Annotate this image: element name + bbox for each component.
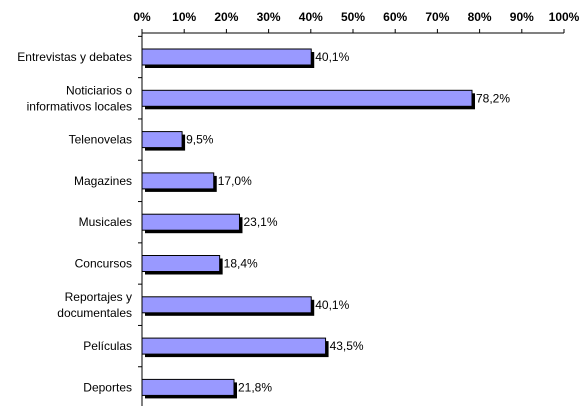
x-tick-label: 60% — [383, 10, 407, 24]
bar — [141, 378, 235, 396]
x-tick-label: 100% — [549, 10, 580, 24]
bar — [141, 213, 240, 231]
x-tick-label: 20% — [214, 10, 238, 24]
category-label-line: Concursos — [75, 257, 132, 271]
category-label: Deportes — [83, 380, 132, 394]
x-tick-label: 70% — [425, 10, 449, 24]
bars-layer — [141, 48, 476, 399]
bar — [141, 89, 473, 107]
category-label-line: Telenovelas — [69, 133, 132, 147]
category-label-line: Reportajes y — [65, 290, 132, 304]
bar — [141, 296, 312, 314]
data-label: 40,1% — [315, 298, 349, 312]
category-label-line: Películas — [83, 339, 132, 353]
data-label: 17,0% — [218, 174, 252, 188]
bar — [141, 131, 183, 149]
category-label: Musicales — [79, 215, 132, 229]
category-label: Telenovelas — [69, 133, 132, 147]
data-label: 78,2% — [476, 91, 510, 105]
bar — [141, 172, 215, 190]
category-label: Entrevistas y debates — [17, 50, 132, 64]
data-label: 18,4% — [224, 257, 258, 271]
x-tick-label: 50% — [341, 10, 365, 24]
data-label: 23,1% — [243, 215, 277, 229]
data-label: 40,1% — [315, 50, 349, 64]
category-label-line: documentales — [57, 306, 132, 320]
x-tick-label: 10% — [172, 10, 196, 24]
category-label: Noticiarios o informativos locales — [27, 83, 133, 113]
category-label-line: Noticiarios o — [66, 83, 132, 97]
bar — [141, 48, 312, 66]
x-tick-label: 80% — [468, 10, 492, 24]
data-label: 43,5% — [330, 339, 364, 353]
category-label: Películas — [83, 339, 132, 353]
axis-layer: 0% 10% 20% 30% 40% 50% 60% 70% 80% 90% 100% — [133, 10, 580, 406]
category-label-line: Musicales — [79, 215, 132, 229]
category-label-line: Entrevistas y debates — [17, 50, 132, 64]
data-label: 9,5% — [186, 133, 214, 147]
category-label-line: Magazines — [74, 174, 132, 188]
x-tick-label: 40% — [299, 10, 323, 24]
x-tick-label: 90% — [510, 10, 534, 24]
category-label: Reportajes y documentales — [57, 290, 132, 320]
category-label: Concursos — [75, 257, 132, 271]
bar — [141, 337, 327, 355]
category-label-line: informativos locales — [27, 99, 132, 113]
x-tick-label: 30% — [257, 10, 281, 24]
x-tick-label: 0% — [133, 10, 151, 24]
bar — [141, 255, 221, 272]
category-label: Magazines — [74, 174, 132, 188]
category-label-line: Deportes — [83, 380, 132, 394]
data-label: 21,8% — [238, 380, 272, 394]
labels-layer: 40,1% Entrevistas y debates 78,2% Noticiari… — [17, 50, 510, 394]
